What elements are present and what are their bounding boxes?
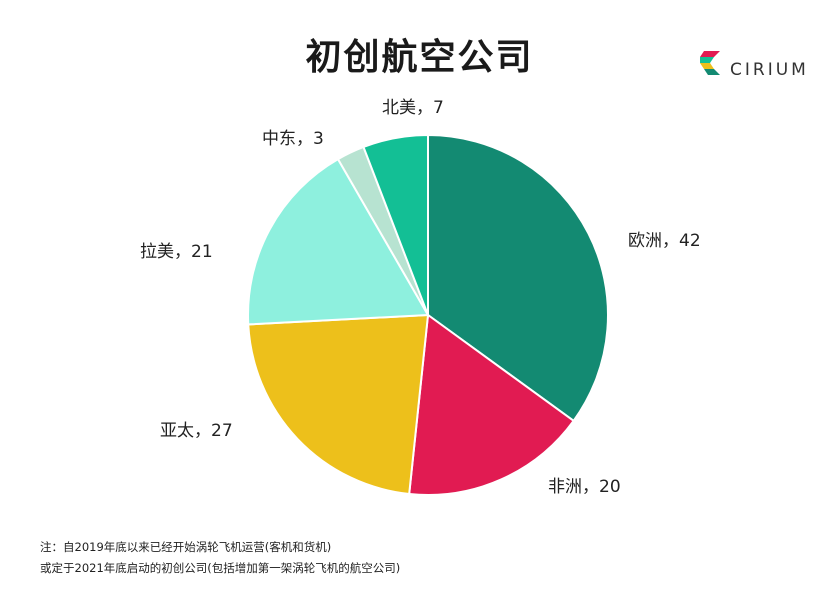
pie-slice-1 <box>408 313 576 496</box>
slice-label-5: 北美，7 <box>382 98 444 118</box>
cirium-logo: CIRIUM <box>700 47 809 80</box>
slice-label-1: 非洲，20 <box>548 477 621 497</box>
pie-labels: 欧洲，42 非洲，20 亚太，27 拉美，21 中东，3 北美，7 <box>140 98 701 497</box>
logo-wordmark: CIRIUM <box>730 60 809 80</box>
slice-label-4: 中东，3 <box>262 129 324 149</box>
slice-label-3: 拉美，21 <box>140 242 213 262</box>
pie-slice-0 <box>427 133 609 423</box>
pie-slices <box>247 133 609 496</box>
footnote-1: 注：自2019年底以来已经开始涡轮飞机运营(客机和货机) <box>40 540 332 554</box>
pie-slice-2 <box>247 313 430 496</box>
pie-slice-3 <box>247 157 430 326</box>
slice-label-0: 欧洲，42 <box>628 231 701 251</box>
footnote-2: 或定于2021年底启动的初创公司(包括增加第一架涡轮飞机的航空公司) <box>40 561 401 575</box>
cirium-logo-icon <box>700 51 720 75</box>
pie-slice-5 <box>362 133 429 316</box>
slice-label-2: 亚太，27 <box>160 421 233 441</box>
chart-title: 初创航空公司 <box>305 37 534 78</box>
